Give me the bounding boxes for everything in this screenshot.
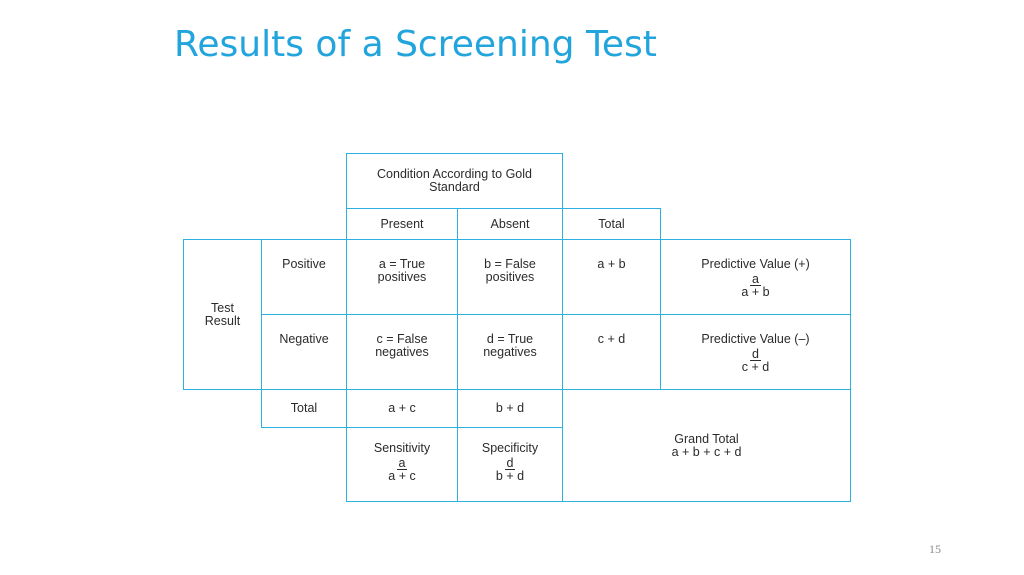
col-header-present-label: Present [380,216,424,231]
fn-line2: negatives [375,345,429,359]
cell-sensitivity: Sensitivity a a + c [346,427,458,502]
test-result-line1: Test [211,300,234,315]
cell-positive-total: a + b [562,239,661,315]
cell-grand-total: Grand Total a + b + c + d [562,389,851,502]
fn-line1: c = False [376,332,428,346]
cell-predictive-value-positive: Predictive Value (+) a a + b [660,239,851,315]
page-number: 15 [929,542,941,556]
slide-title: Results of a Screening Test [174,24,657,65]
ppv-denominator: a + b [741,285,770,299]
row-negative-label: Negative [279,332,329,346]
row-header-negative: Negative [261,314,347,390]
condition-header-cell: Condition According to Gold Standard [346,153,563,209]
test-result-line2: Result [204,313,241,328]
ppv-numerator: a [750,272,761,286]
npv-fraction: d c + d [742,348,769,374]
col-header-total-label: Total [598,216,625,231]
tp-line2: positives [377,270,427,284]
npv-denominator: c + d [741,360,770,374]
pos-total-value: a + b [597,257,626,271]
row-positive-label: Positive [282,257,326,271]
cell-present-total: a + c [346,389,458,428]
tn-line1: d = True [486,332,534,346]
cell-false-negatives: c = False negatives [346,314,458,390]
ppv-label: Predictive Value (+) [701,257,810,271]
present-total-value: a + c [388,401,416,415]
ppv-fraction: a a + b [741,273,769,299]
sensitivity-fraction: a a + c [388,457,415,483]
col-header-absent: Absent [457,208,563,240]
sensitivity-denominator: a + c [388,469,416,483]
sensitivity-label: Sensitivity [373,441,431,455]
specificity-numerator: d [504,456,516,470]
npv-numerator: d [750,347,761,361]
sensitivity-numerator: a [396,456,408,470]
specificity-denominator: b + d [495,469,525,483]
condition-header-line2: Standard [429,180,480,194]
tp-line1: a = True [378,257,426,271]
absent-total-value: b + d [495,401,525,415]
row-header-positive: Positive [261,239,347,315]
row-header-total: Total [261,389,347,428]
cell-absent-total: b + d [457,389,563,428]
cell-true-positives: a = True positives [346,239,458,315]
cell-negative-total: c + d [562,314,661,390]
test-result-label-cell: Test Result [183,239,262,390]
row-total-label: Total [290,401,318,415]
cell-true-negatives: d = True negatives [457,314,563,390]
col-header-present: Present [346,208,458,240]
col-header-absent-label: Absent [490,216,530,231]
fp-line1: b = False [484,257,536,271]
cell-predictive-value-negative: Predictive Value (–) d c + d [660,314,851,390]
tn-line2: negatives [483,345,537,359]
grand-total-label: Grand Total [674,431,739,446]
fp-line2: positives [485,270,535,284]
col-header-total: Total [562,208,661,240]
specificity-label: Specificity [481,441,539,455]
npv-label: Predictive Value (–) [701,332,810,346]
grand-total-value: a + b + c + d [671,444,742,459]
cell-false-positives: b = False positives [457,239,563,315]
neg-total-value: c + d [597,332,626,346]
condition-header-line1: Condition According to Gold [377,167,532,181]
specificity-fraction: d b + d [496,457,524,483]
cell-specificity: Specificity d b + d [457,427,563,502]
